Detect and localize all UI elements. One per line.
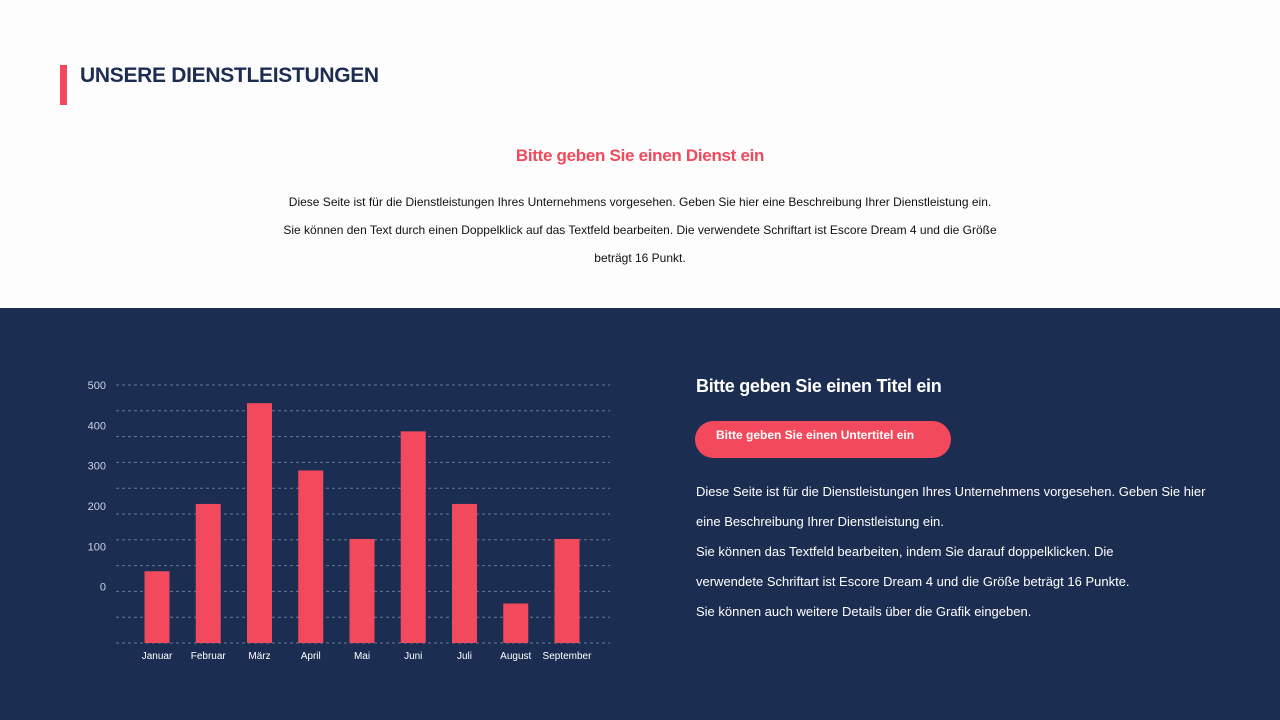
info-description-line: Sie können das Textfeld bearbeiten, inde… xyxy=(696,544,1114,559)
service-description: Diese Seite ist für die Dienstleistungen… xyxy=(240,188,1040,272)
x-tick-label: Juni xyxy=(404,651,422,662)
y-tick-label: 400 xyxy=(88,420,106,432)
title-accent-bar xyxy=(60,65,67,105)
y-tick-label: 300 xyxy=(88,461,106,473)
bar-januar xyxy=(144,571,170,643)
info-title: Bitte geben Sie einen Titel ein xyxy=(696,376,942,396)
y-tick-label: 100 xyxy=(88,541,106,553)
bar-juli xyxy=(452,503,477,643)
info-description-line: Diese Seite ist für die Dienstleistungen… xyxy=(696,484,1206,499)
bar-mai xyxy=(349,538,375,643)
x-tick-label: September xyxy=(543,651,593,662)
y-tick-label: 0 xyxy=(100,582,106,594)
bar-april xyxy=(298,470,324,643)
service-title: Bitte geben Sie einen Dienst ein xyxy=(515,146,765,165)
x-tick-label: April xyxy=(301,651,321,662)
info-description-line: verwendete Schriftart ist Escore Dream 4… xyxy=(696,574,1130,589)
info-description: Diese Seite ist für die Dienstleistungen… xyxy=(696,477,1216,627)
info-description-line: Sie können auch weitere Details über die… xyxy=(696,604,1032,619)
bar-august xyxy=(503,603,529,643)
bar-februar xyxy=(195,503,221,643)
bar-märz xyxy=(247,403,272,643)
bar-september xyxy=(554,538,580,643)
subtitle-pill-label: Bitte geben Sie einen Untertitel ein xyxy=(716,428,915,442)
x-tick-label: März xyxy=(248,651,270,662)
x-tick-label: August xyxy=(500,651,531,662)
x-tick-label: Februar xyxy=(191,651,227,662)
service-description-line: Diese Seite ist für die Dienstleistungen… xyxy=(288,195,992,209)
y-tick-label: 500 xyxy=(88,380,106,392)
info-description-line: eine Beschreibung Ihrer Dienstleistung e… xyxy=(696,514,944,529)
x-tick-label: Januar xyxy=(142,651,173,662)
service-description-line: beträgt 16 Punkt. xyxy=(594,251,686,265)
services-header-section: UNSERE DIENSTLEISTUNGEN Bitte geben Sie … xyxy=(0,0,1280,308)
service-description-line: Sie können den Text durch einen Doppelkl… xyxy=(283,223,997,237)
x-tick-label: Mai xyxy=(354,651,370,662)
subtitle-pill: Bitte geben Sie einen Untertitel ein xyxy=(695,421,951,458)
bar-juni xyxy=(400,431,426,643)
y-tick-label: 200 xyxy=(88,501,106,513)
bar-chart: 0 100 200 300 400 500 Januar Februar März April Ma… xyxy=(88,380,610,662)
x-tick-label: Juli xyxy=(457,651,472,662)
page-title: UNSERE DIENSTLEISTUNGEN xyxy=(80,64,379,87)
